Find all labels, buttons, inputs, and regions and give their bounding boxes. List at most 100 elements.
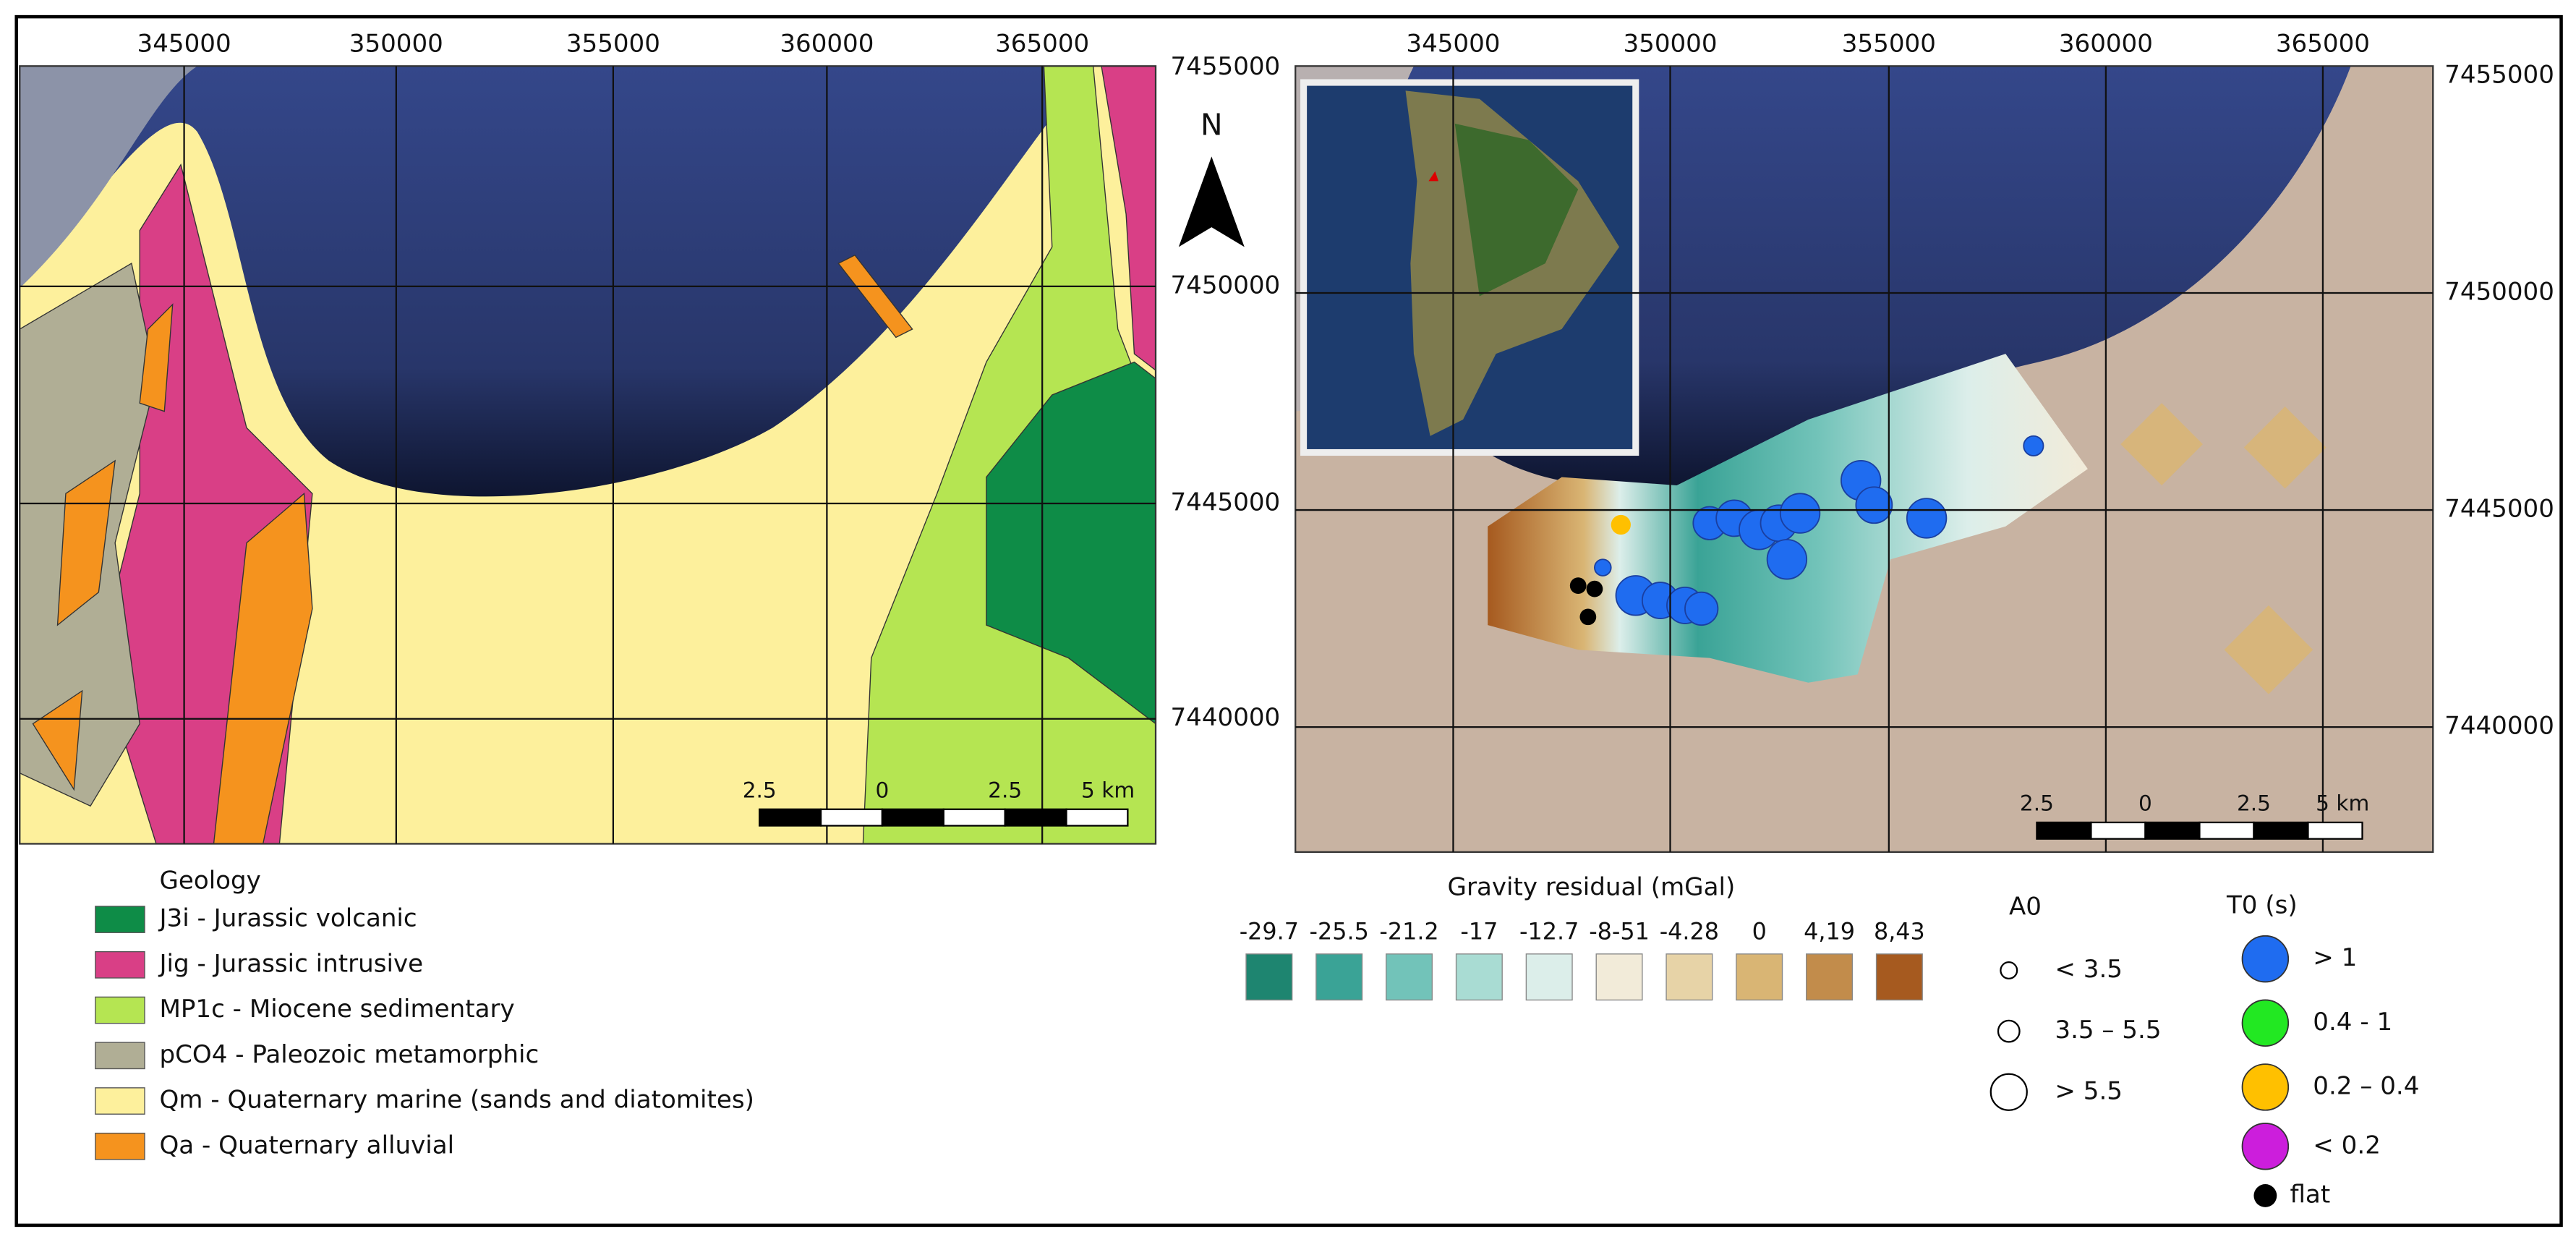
legend-label: -29.7 bbox=[1240, 917, 1299, 945]
legend-title: Geology bbox=[159, 866, 260, 895]
x-coordinate: 355000 bbox=[566, 29, 660, 58]
legend-label: flat bbox=[2290, 1180, 2330, 1209]
legend-label: 3.5 – 5.5 bbox=[2055, 1016, 2161, 1045]
scale-bar bbox=[819, 808, 884, 827]
scale-label: 0 bbox=[2138, 791, 2152, 815]
legend-symbol bbox=[2241, 1063, 2290, 1111]
x-coordinate: 345000 bbox=[1406, 29, 1500, 58]
legend-swatch bbox=[1386, 953, 1433, 1001]
legend-label: J3i - Jurassic volcanic bbox=[158, 904, 417, 933]
legend-label: -17 bbox=[1460, 917, 1498, 945]
legend-label: pCO4 - Paleozoic metamorphic bbox=[159, 1040, 539, 1069]
x-coordinate: 360000 bbox=[2059, 29, 2153, 58]
legend-label: < 0.2 bbox=[2313, 1131, 2381, 1160]
x-coordinate: 350000 bbox=[349, 29, 443, 58]
y-coordinate: 7455000 bbox=[1170, 52, 1280, 81]
x-coordinate: 355000 bbox=[1842, 29, 1936, 58]
legend-swatch bbox=[1525, 953, 1573, 1001]
y-coordinate: 7440000 bbox=[2444, 712, 2554, 741]
y-coordinate: 7455000 bbox=[2444, 60, 2554, 89]
frame bbox=[14, 14, 2563, 1228]
survey-point bbox=[1586, 580, 1603, 597]
legend-swatch bbox=[1595, 953, 1643, 1001]
scale-bar bbox=[2198, 821, 2255, 840]
legend-label: 0 bbox=[1752, 917, 1767, 945]
y-coordinate: 7440000 bbox=[1170, 703, 1280, 732]
scale-bar bbox=[2090, 821, 2146, 840]
survey-point bbox=[1594, 558, 1612, 577]
scale-label: 2.5 bbox=[988, 778, 1022, 802]
north-label: N bbox=[1200, 107, 1223, 142]
legend-swatch bbox=[1736, 953, 1783, 1001]
scale-bar bbox=[942, 808, 1006, 827]
x-coordinate: 365000 bbox=[995, 29, 1089, 58]
survey-point bbox=[1855, 486, 1893, 524]
scale-bar bbox=[881, 808, 944, 827]
legend-swatch bbox=[1666, 953, 1713, 1001]
scale-bar bbox=[2307, 821, 2363, 840]
legend-label: 0.2 – 0.4 bbox=[2313, 1071, 2419, 1100]
geology-map bbox=[20, 66, 1156, 844]
scale-label: 2.5 bbox=[2020, 791, 2054, 815]
legend-label: > 5.5 bbox=[2055, 1076, 2123, 1105]
legend-label: 0.4 - 1 bbox=[2313, 1008, 2392, 1037]
survey-point bbox=[1684, 591, 1719, 626]
x-coordinate: 360000 bbox=[780, 29, 874, 58]
legend-label: Qm - Quaternary marine (sands and diatom… bbox=[159, 1086, 754, 1115]
scale-label: 0 bbox=[876, 778, 890, 802]
legend-symbol bbox=[2253, 1184, 2277, 1207]
legend-title: T0 (s) bbox=[2226, 890, 2298, 919]
legend-swatch bbox=[95, 950, 145, 979]
legend-label: -8-51 bbox=[1589, 917, 1650, 945]
scale-bar bbox=[2144, 821, 2201, 840]
scale-bar bbox=[2253, 821, 2309, 840]
scale-label: 5 km bbox=[2316, 791, 2369, 815]
legend-swatch bbox=[95, 1042, 145, 1070]
scale-bar bbox=[1065, 808, 1129, 827]
legend-symbol bbox=[1989, 1073, 2028, 1111]
legend-label: 4,19 bbox=[1804, 917, 1855, 945]
legend-symbol bbox=[2241, 935, 2290, 983]
y-coordinate: 7450000 bbox=[1170, 271, 1280, 299]
legend-swatch bbox=[1245, 953, 1293, 1001]
legend-label: < 3.5 bbox=[2055, 955, 2123, 984]
survey-point bbox=[1579, 608, 1597, 626]
x-coordinate: 345000 bbox=[137, 29, 231, 58]
legend-swatch bbox=[95, 1087, 145, 1115]
legend-label: -12.7 bbox=[1519, 917, 1579, 945]
survey-point bbox=[1906, 498, 1948, 539]
legend-swatch bbox=[1455, 953, 1503, 1001]
survey-point bbox=[2023, 435, 2044, 456]
legend-label: -25.5 bbox=[1310, 917, 1369, 945]
scale-label: 2.5 bbox=[743, 778, 777, 802]
scale-bar bbox=[1004, 808, 1067, 827]
legend-label: > 1 bbox=[2313, 943, 2357, 972]
legend-title: Gravity residual (mGal) bbox=[1448, 872, 1736, 901]
y-coordinate: 7445000 bbox=[1170, 488, 1280, 516]
legend-symbol bbox=[2000, 961, 2018, 980]
legend-label: -4.28 bbox=[1660, 917, 1719, 945]
survey-point bbox=[1779, 493, 1821, 534]
legend-symbol bbox=[2241, 999, 2290, 1047]
legend-label: Qa - Quaternary alluvial bbox=[159, 1131, 454, 1160]
x-coordinate: 365000 bbox=[2276, 29, 2370, 58]
x-coordinate: 350000 bbox=[1623, 29, 1717, 58]
scale-label: 5 km bbox=[1081, 778, 1135, 802]
y-coordinate: 7450000 bbox=[2444, 278, 2554, 307]
y-coordinate: 7445000 bbox=[2444, 495, 2554, 524]
scale-label: 2.5 bbox=[2237, 791, 2271, 815]
north-arrow bbox=[1178, 156, 1245, 247]
legend-swatch bbox=[95, 996, 145, 1024]
legend-swatch bbox=[1875, 953, 1923, 1001]
scale-bar bbox=[759, 808, 822, 827]
legend-label: -21.2 bbox=[1379, 917, 1438, 945]
legend-swatch bbox=[1806, 953, 1854, 1001]
legend-symbol bbox=[1997, 1019, 2021, 1043]
legend-label: Jig - Jurassic intrusive bbox=[158, 949, 423, 978]
legend-swatch bbox=[95, 1132, 145, 1160]
scale-bar bbox=[2036, 821, 2092, 840]
inset-map bbox=[1300, 79, 1639, 456]
legend-label: MP1c - Miocene sedimentary bbox=[159, 995, 514, 1024]
legend-title: A0 bbox=[2009, 893, 2042, 922]
